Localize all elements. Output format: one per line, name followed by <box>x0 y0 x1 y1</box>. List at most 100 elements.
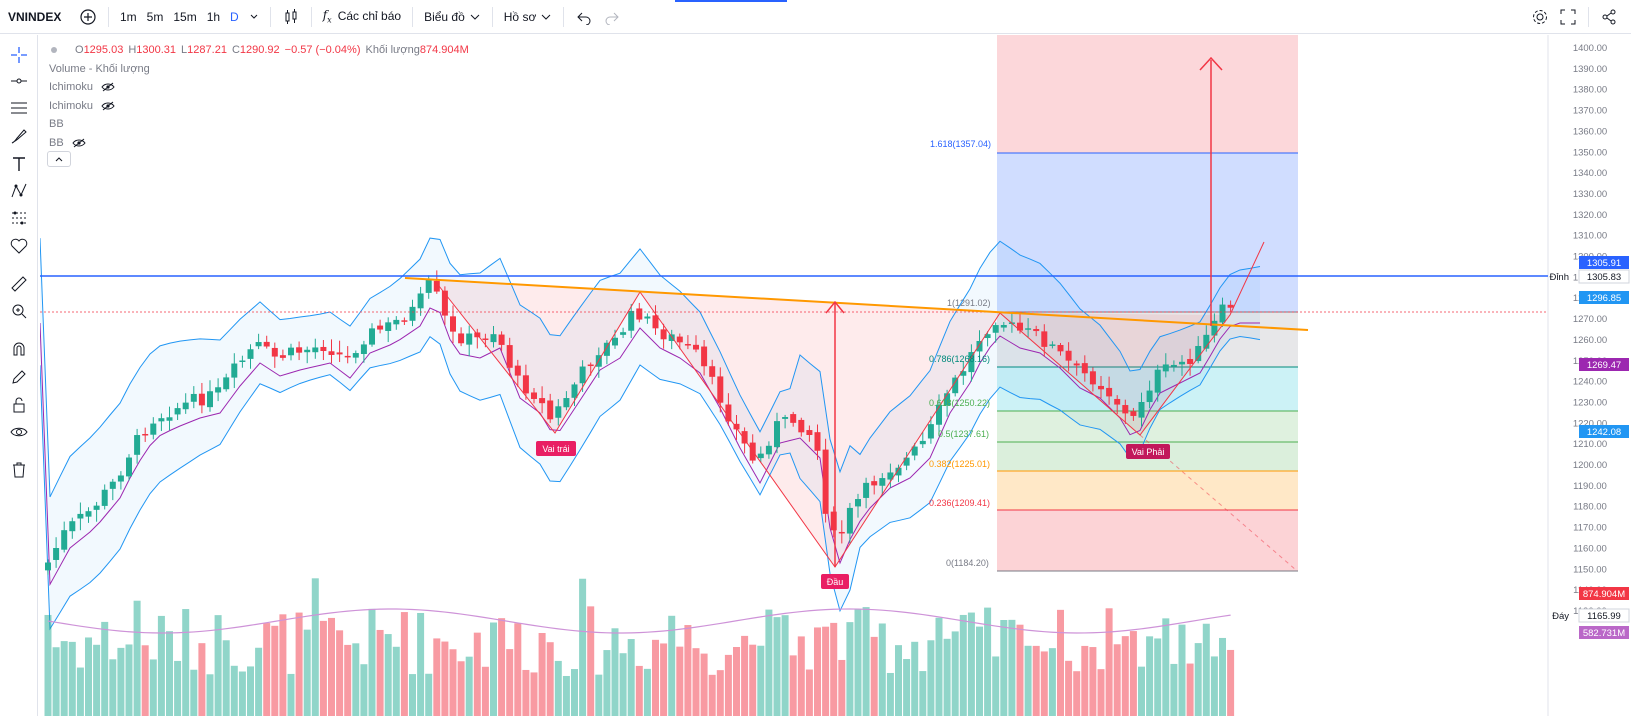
candle-body <box>328 351 335 355</box>
volume-bar <box>149 659 157 716</box>
candle-body <box>879 478 886 486</box>
high-value: 1300.31 <box>136 44 177 57</box>
legend-bb-2[interactable]: BB <box>49 134 474 153</box>
volume-bar <box>587 606 595 716</box>
volume-bar <box>1146 636 1154 716</box>
hidden-eye-icon[interactable] <box>72 138 86 148</box>
profile-menu-button[interactable]: Hồ sơ <box>499 10 558 24</box>
price-tick-label: 1270.00 <box>1573 314 1607 325</box>
timeframe-dropdown-chevron-icon[interactable] <box>244 12 264 22</box>
volume-bar <box>579 578 587 716</box>
price-tick-label: 1390.00 <box>1573 64 1607 75</box>
eye-icon[interactable] <box>5 420 33 444</box>
candle-body <box>992 325 999 333</box>
legend-bb-1[interactable]: BB <box>49 118 64 131</box>
hidden-eye-icon[interactable] <box>101 82 115 92</box>
candle-body <box>668 334 675 341</box>
volume-bar <box>838 659 846 716</box>
dinh-value: 1305.83 <box>1587 272 1621 283</box>
chart-menu-button[interactable]: Biểu đồ <box>419 10 486 24</box>
legend-collapse-button[interactable] <box>47 151 71 167</box>
volume-bar <box>992 656 1000 716</box>
prediction-icon[interactable] <box>5 206 33 230</box>
crosshair-icon[interactable] <box>5 43 33 67</box>
timeframe-1m[interactable]: 1m <box>120 9 137 24</box>
trend-line-icon[interactable] <box>5 69 33 93</box>
axis-tag-ma: 1269.47 <box>1579 358 1629 371</box>
volume-bar <box>263 623 271 716</box>
neckline[interactable] <box>404 277 1309 331</box>
pencil-lock-icon[interactable] <box>5 365 33 389</box>
candle-style-icon[interactable] <box>277 3 305 31</box>
candle-body <box>490 334 497 343</box>
volume-bar <box>1089 647 1097 716</box>
axis-tag-bb-lower: 1242.08 <box>1579 425 1629 438</box>
head-label[interactable]: Đầu <box>821 574 849 589</box>
candle-body <box>628 310 635 331</box>
hidden-eye-icon[interactable] <box>101 101 115 111</box>
horizontal-lines-icon[interactable] <box>5 96 33 120</box>
volume-bar <box>481 666 489 716</box>
volume-bar <box>376 629 384 716</box>
candle-body <box>1089 371 1096 385</box>
price-axis[interactable]: 1400.00 1390.00 1380.00 1370.00 1360.00 1350.… <box>1573 43 1607 617</box>
candle-body <box>911 446 918 456</box>
divider <box>491 6 493 27</box>
head-shoulders-pattern[interactable] <box>434 241 1265 568</box>
symbol-search[interactable]: VNINDEX <box>8 9 62 24</box>
arrow-head-icon <box>825 300 845 314</box>
candle-body <box>255 342 262 347</box>
timeframe-d[interactable]: D <box>230 9 239 24</box>
timeframe-5m[interactable]: 5m <box>146 9 164 24</box>
add-symbol-icon[interactable] <box>74 3 102 31</box>
ohlc-row: O 1295.03 H 1300.31 L 1287.21 C 1290.92 −0.5… <box>49 41 474 60</box>
divider <box>108 6 109 27</box>
volume-bar <box>1040 651 1048 716</box>
volume-bar <box>473 632 481 716</box>
indicators-button[interactable]: fx Các chỉ báo <box>318 8 406 24</box>
candle-body <box>855 499 861 507</box>
volume-bar <box>1162 618 1170 716</box>
right-shoulder-label[interactable]: Vai Phải <box>1126 444 1170 459</box>
candle-body <box>927 424 934 439</box>
magnet-icon[interactable] <box>5 337 33 361</box>
timeframe-1h[interactable]: 1h <box>206 9 221 24</box>
lock-icon[interactable] <box>5 393 33 417</box>
chevron-down-icon <box>470 14 480 20</box>
price-tick-label: 1380.00 <box>1573 85 1607 96</box>
candle-body <box>279 355 286 358</box>
legend-ichimoku-2[interactable]: Ichimoku <box>49 97 474 116</box>
price-tick-label: 1240.00 <box>1573 377 1607 388</box>
zoom-in-icon[interactable] <box>5 299 33 323</box>
price-tick-label: 1230.00 <box>1573 397 1607 408</box>
left-shoulder-label[interactable]: Vai trái <box>536 441 576 456</box>
legend-volume[interactable]: Volume - Khối lượng <box>49 62 150 75</box>
brush-icon[interactable] <box>5 124 33 148</box>
volume-bar <box>676 646 684 716</box>
text-tool-icon[interactable] <box>5 152 33 176</box>
volume-bar <box>619 653 627 716</box>
candle-body <box>968 352 975 373</box>
heart-icon[interactable] <box>5 234 33 258</box>
volume-bar <box>643 668 651 716</box>
legend-ichimoku-1[interactable]: Ichimoku <box>49 78 474 97</box>
candle-body <box>1227 304 1234 308</box>
trash-icon[interactable] <box>5 458 33 482</box>
pattern-icon[interactable] <box>5 179 33 203</box>
volume-bar <box>967 612 975 716</box>
fib-label-0382: 0.382(1225.01) <box>929 459 990 469</box>
timeframe-15m[interactable]: 15m <box>173 9 197 24</box>
volume-bar <box>360 664 368 716</box>
fib-label-1: 1(1291.02) <box>947 298 991 308</box>
ruler-icon[interactable] <box>5 272 33 296</box>
candle-body <box>126 457 132 477</box>
candle-body <box>117 475 124 482</box>
undo-icon[interactable] <box>570 3 598 31</box>
share-icon[interactable] <box>1595 3 1623 31</box>
settings-gear-icon[interactable] <box>1526 3 1554 31</box>
redo-icon[interactable] <box>598 3 626 31</box>
high-key: H <box>128 44 137 57</box>
fullscreen-icon[interactable] <box>1554 3 1582 31</box>
divider <box>412 6 414 27</box>
